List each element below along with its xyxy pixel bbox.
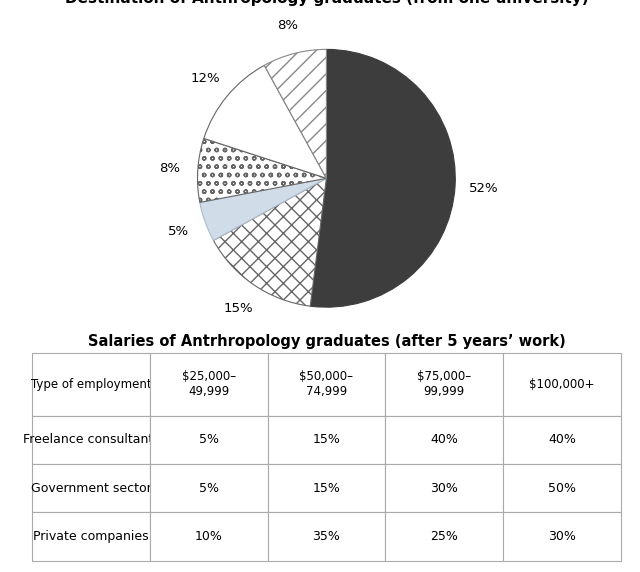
Text: 12%: 12% bbox=[191, 72, 220, 85]
Wedge shape bbox=[198, 138, 326, 202]
Text: Salaries of Antrhropology graduates (after 5 years’ work): Salaries of Antrhropology graduates (aft… bbox=[88, 333, 565, 348]
Wedge shape bbox=[204, 65, 326, 178]
Wedge shape bbox=[200, 178, 326, 240]
Text: 8%: 8% bbox=[159, 162, 180, 175]
Text: 5%: 5% bbox=[168, 225, 189, 238]
Wedge shape bbox=[310, 49, 455, 307]
Wedge shape bbox=[264, 49, 326, 178]
Title: Destination of Anthropology graduates (from one university): Destination of Anthropology graduates (f… bbox=[65, 0, 588, 6]
Legend: Full-time work, Part-time work, Part-time work + postgrad study, Full-time postg: Full-time work, Part-time work, Part-tim… bbox=[110, 387, 543, 424]
Text: 15%: 15% bbox=[223, 302, 253, 315]
Wedge shape bbox=[214, 178, 326, 306]
Text: 52%: 52% bbox=[468, 182, 498, 194]
Text: 8%: 8% bbox=[276, 19, 298, 33]
